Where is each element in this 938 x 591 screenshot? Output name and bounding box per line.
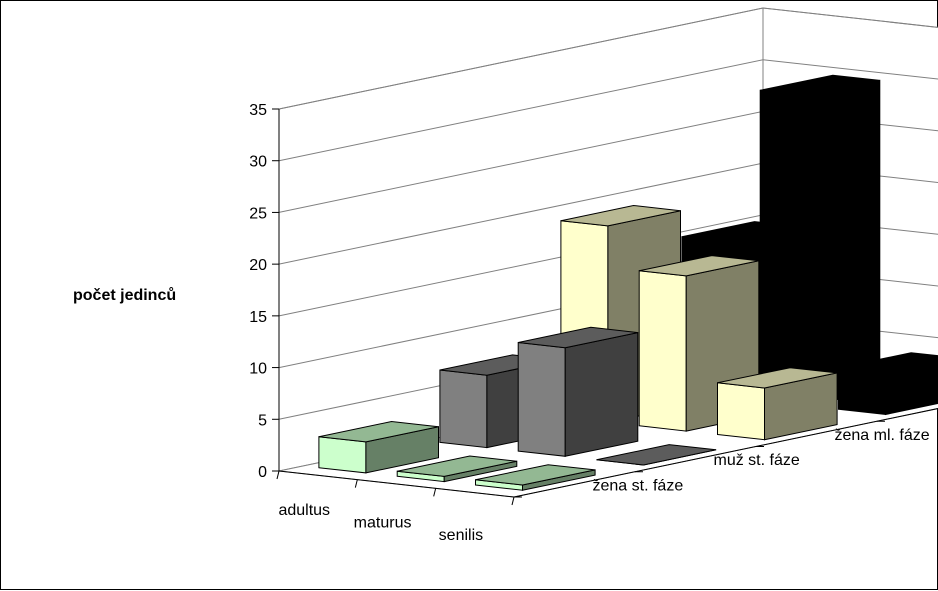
y-tick-label: 35 bbox=[249, 102, 267, 119]
bar-front-face bbox=[518, 343, 565, 457]
series-label: žena st. fáze bbox=[593, 477, 684, 494]
category-label: maturus bbox=[354, 515, 412, 532]
y-tick-label: 15 bbox=[249, 309, 267, 326]
bar-front-face bbox=[319, 437, 366, 473]
bar-front-face bbox=[639, 271, 686, 431]
category-label: adultus bbox=[278, 502, 330, 519]
y-axis-label: počet jedinců bbox=[73, 287, 176, 304]
bar-side-face bbox=[565, 333, 638, 457]
y-tick-label: 25 bbox=[249, 205, 267, 222]
series-label: žena ml. fáze bbox=[835, 427, 930, 444]
y-tick-label: 5 bbox=[258, 412, 267, 429]
y-tick-label: 20 bbox=[249, 257, 267, 274]
y-tick-label: 10 bbox=[249, 361, 267, 378]
y-tick-label: 30 bbox=[249, 154, 267, 171]
bar-front-face bbox=[440, 370, 487, 448]
category-label: senilis bbox=[439, 527, 483, 544]
bar bbox=[760, 75, 880, 406]
x-tick-mark bbox=[512, 497, 514, 505]
x-tick-mark bbox=[277, 471, 279, 479]
x-tick-mark bbox=[434, 488, 436, 496]
y-tick-label: 0 bbox=[258, 464, 267, 481]
bar-front-face bbox=[760, 90, 807, 406]
bar-front-face bbox=[718, 383, 765, 440]
series-label: muž st. fáze bbox=[714, 452, 800, 469]
bar-front-face bbox=[839, 368, 886, 415]
bar bbox=[518, 327, 638, 456]
x-tick-mark bbox=[355, 480, 357, 488]
bar-side-face bbox=[807, 80, 880, 405]
